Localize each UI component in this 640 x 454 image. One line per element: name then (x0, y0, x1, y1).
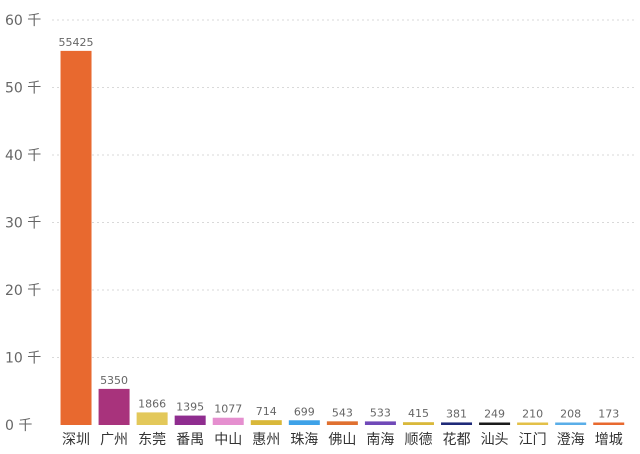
y-tick-label: 40 千 (5, 148, 41, 164)
x-tick-label: 汕头 (481, 432, 509, 448)
data-label: 381 (446, 407, 467, 420)
data-label: 1077 (214, 403, 242, 416)
x-tick-label: 南海 (366, 432, 394, 448)
bar (517, 422, 549, 425)
bar (402, 422, 434, 425)
data-label: 249 (484, 408, 505, 421)
data-label: 1866 (138, 397, 166, 410)
data-labels: 55425 5350 1866 1395 1077 714 699 543 533 415 381 2… (59, 36, 620, 421)
bar (174, 415, 206, 425)
x-tick-label: 澄海 (557, 432, 585, 448)
x-tick-label: 惠州 (252, 432, 280, 448)
data-label: 5350 (100, 374, 128, 387)
data-label: 210 (522, 408, 543, 421)
bar (555, 422, 587, 425)
data-label: 415 (408, 407, 429, 420)
y-tick-label: 50 千 (5, 81, 41, 97)
x-tick-label: 东莞 (138, 432, 166, 448)
x-tick-label: 花都 (443, 432, 471, 448)
x-tick-label: 中山 (214, 432, 242, 448)
bar (136, 412, 168, 425)
y-tick-label: 0 千 (5, 418, 32, 434)
y-tick-label: 20 千 (5, 283, 41, 299)
data-label: 173 (598, 408, 619, 421)
bar (250, 420, 282, 425)
x-axis-ticks: 深圳 广州 东莞 番禺 中山 惠州 珠海 佛山 南海 顺德 花都 汕头 江门 澄海 增城 (62, 432, 623, 448)
data-label: 543 (332, 406, 353, 419)
bar (364, 421, 396, 425)
bar (60, 50, 92, 425)
bar (288, 420, 320, 425)
x-tick-label: 珠海 (290, 432, 318, 448)
data-label: 208 (560, 408, 581, 421)
gridlines (52, 19, 634, 358)
data-label: 699 (294, 405, 315, 418)
y-tick-label: 10 千 (5, 351, 41, 367)
bars (60, 50, 625, 425)
x-tick-label: 江门 (519, 432, 547, 448)
y-tick-label: 60 千 (5, 13, 41, 29)
bar (326, 421, 358, 425)
bar (441, 422, 473, 425)
x-tick-label: 顺德 (404, 432, 432, 448)
x-tick-label: 增城 (595, 432, 623, 448)
x-tick-label: 广州 (100, 432, 128, 448)
x-tick-label: 番禺 (176, 432, 204, 448)
bar (98, 388, 130, 425)
data-label: 55425 (59, 36, 94, 49)
y-axis-ticks: 0 千 10 千 20 千 30 千 40 千 50 千 60 千 (5, 13, 41, 434)
data-label: 533 (370, 406, 391, 419)
data-label: 1395 (176, 401, 204, 414)
x-tick-label: 佛山 (328, 432, 356, 448)
x-tick-label: 深圳 (62, 432, 90, 448)
data-label: 714 (256, 405, 277, 418)
bar (212, 417, 244, 425)
y-tick-label: 30 千 (5, 216, 41, 232)
bar (479, 422, 511, 425)
bar (593, 422, 625, 425)
